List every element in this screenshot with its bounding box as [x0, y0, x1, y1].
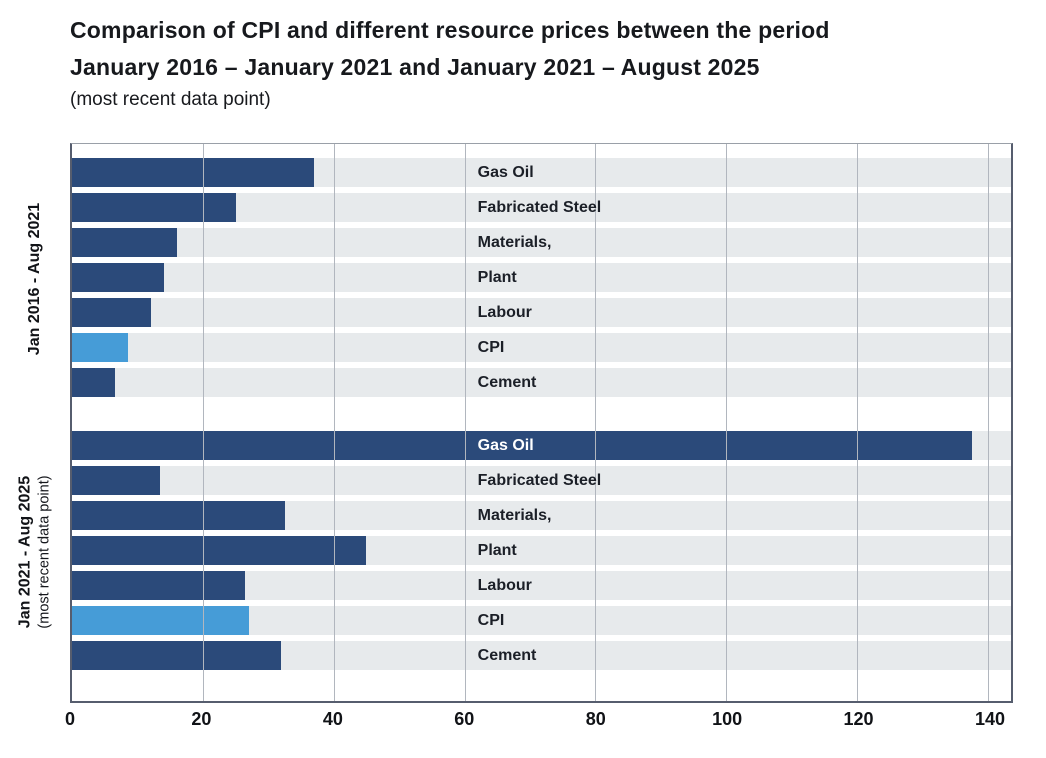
bar-labour [72, 298, 151, 327]
x-axis-tick-label-80: 80 [585, 709, 606, 729]
x-axis-tick-label-0: 0 [64, 709, 76, 729]
bar-fabricated-steel [72, 466, 161, 495]
bar-row: Plant [72, 536, 1011, 571]
gridline-100 [726, 144, 728, 701]
x-axis-tick-label-100: 100 [712, 709, 743, 729]
category-label: Plant [477, 542, 517, 559]
category-label: Plant [477, 269, 517, 286]
bar-row: Plant [72, 263, 1011, 298]
bar-cpi [72, 606, 249, 635]
bar-fabricated-steel [72, 193, 236, 222]
bar-cement [72, 368, 115, 397]
x-axis-tick-label-60: 60 [454, 709, 475, 729]
category-label: Cement [477, 647, 537, 664]
bar-group-jan-2016-aug-2021: Gas Oil Fabricated Steel Materials, Plant La… [72, 158, 1011, 403]
bar-track [72, 368, 1011, 397]
y-group-label-main: Jan 2016 - Aug 2021 [26, 202, 43, 355]
bar-group-jan-2021-aug-2025: Gas Oil Fabricated Steel Materials, Plant La… [72, 431, 1011, 676]
y-axis-group-label-text: Jan 2016 - Aug 2021 [25, 202, 45, 354]
category-label: Gas Oil [477, 437, 534, 454]
category-label: CPI [477, 612, 505, 629]
category-label: Cement [477, 374, 537, 391]
bar-materials- [72, 501, 285, 530]
chart-title-line-1: Comparison of CPI and different resource… [70, 17, 830, 43]
category-label: Labour [477, 577, 532, 594]
y-axis-group-label-1: Jan 2016 - Aug 2021 [0, 159, 70, 398]
bar-row: CPI [72, 606, 1011, 641]
bar-cpi [72, 333, 129, 362]
bar-gas-oil [72, 431, 972, 460]
chart-title: Comparison of CPI and different resource… [70, 12, 1010, 114]
y-group-label-main: Jan 2021 - Aug 2025 [16, 475, 34, 628]
bar-row: Cement [72, 368, 1011, 403]
bar-track [72, 298, 1011, 327]
bar-row: Materials, [72, 228, 1011, 263]
y-axis-group-label-2: Jan 2021 - Aug 2025 (most recent data poi… [0, 432, 70, 671]
bar-row: CPI [72, 333, 1011, 368]
category-label: Materials, [477, 507, 552, 524]
bar-row: Cement [72, 641, 1011, 676]
bar-track [72, 228, 1011, 257]
y-group-label-sub: (most recent data point) [36, 474, 53, 629]
gridline-120 [857, 144, 859, 701]
chart-title-line-3: (most recent data point) [70, 89, 271, 110]
bar-groups: Gas Oil Fabricated Steel Materials, Plant La… [72, 144, 1011, 701]
bar-track [72, 466, 1011, 495]
bar-materials- [72, 228, 177, 257]
category-label: Fabricated Steel [477, 472, 602, 489]
gridline-40 [333, 144, 335, 701]
plot-area: Gas Oil Fabricated Steel Materials, Plant La… [70, 143, 1013, 703]
bar-row: Materials, [72, 501, 1011, 536]
gridline-20 [202, 144, 204, 701]
bar-row: Gas Oil [72, 158, 1011, 193]
x-axis-tick-label-20: 20 [191, 709, 212, 729]
chart-title-line-2: January 2016 – January 2021 and January … [70, 54, 760, 80]
x-axis-tick-label-40: 40 [322, 709, 343, 729]
category-label: Materials, [477, 234, 552, 251]
bar-row: Gas Oil [72, 431, 1011, 466]
x-axis-tick-label-120: 120 [843, 709, 874, 729]
gridline-80 [595, 144, 597, 701]
y-axis-group-label-text: Jan 2021 - Aug 2025 (most recent data poi… [16, 475, 55, 628]
bar-cement [72, 641, 282, 670]
bar-row: Labour [72, 571, 1011, 606]
gridline-60 [464, 144, 466, 701]
gridline-140 [988, 144, 990, 701]
bar-row: Fabricated Steel [72, 466, 1011, 501]
bar-plant [72, 263, 164, 292]
bar-row: Fabricated Steel [72, 193, 1011, 228]
x-axis: 0 20 40 60 80 100 120 140 [65, 709, 1013, 735]
category-label: Labour [477, 304, 532, 321]
x-axis-tick-label-140: 140 [974, 709, 1006, 729]
bar-gas-oil [72, 158, 315, 187]
category-label: CPI [477, 339, 505, 356]
category-label: Fabricated Steel [477, 199, 602, 216]
bar-track [72, 263, 1011, 292]
bar-track [72, 333, 1011, 362]
bar-labour [72, 571, 246, 600]
category-label: Gas Oil [477, 164, 534, 181]
bar-row: Labour [72, 298, 1011, 333]
bar-plant [72, 536, 367, 565]
